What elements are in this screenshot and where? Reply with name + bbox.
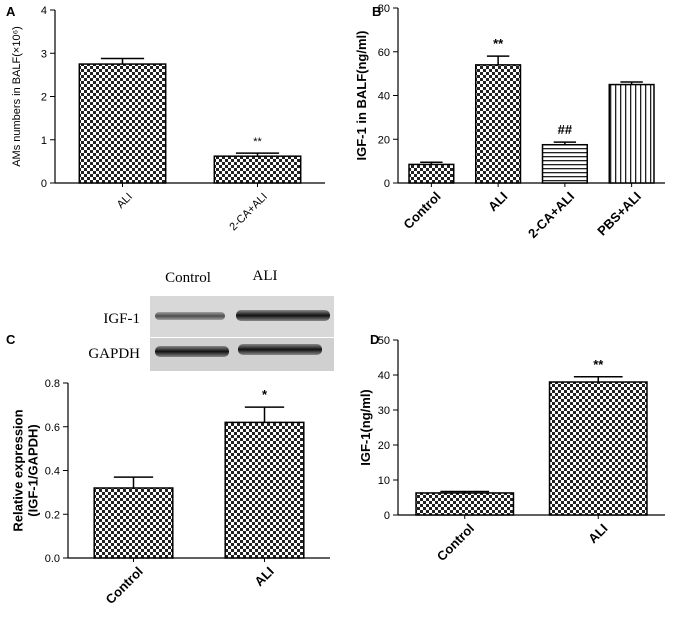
x-tick-label: PBS+ALI bbox=[594, 189, 644, 239]
error-bar bbox=[486, 55, 510, 65]
bar bbox=[213, 155, 302, 184]
panel-label: C bbox=[6, 332, 16, 347]
y-axis-label: Relative expression bbox=[11, 409, 26, 531]
y-tick-label: 2 bbox=[41, 92, 47, 104]
bar bbox=[415, 492, 515, 516]
blot-column-label: ALI bbox=[253, 268, 278, 284]
x-tick-label: Control bbox=[400, 189, 443, 232]
annotation: ** bbox=[253, 136, 262, 148]
x-tick-label: ALI bbox=[251, 564, 276, 589]
y-tick-label: 4 bbox=[41, 5, 47, 17]
x-tick-label: 2-CA+ALI bbox=[227, 191, 269, 233]
bar bbox=[608, 83, 655, 184]
y-tick-label: 0.4 bbox=[45, 466, 60, 478]
blot-band bbox=[155, 312, 225, 320]
error-bar bbox=[100, 57, 145, 65]
y-axis-label: IGF-1 in BALF(ng/ml) bbox=[354, 31, 369, 161]
x-tick-label: Control bbox=[434, 521, 477, 564]
y-axis-label: IGF-1(ng/ml) bbox=[358, 389, 373, 466]
y-tick-label: 0 bbox=[384, 178, 390, 190]
x-tick-label: ALI bbox=[485, 189, 510, 214]
y-tick-label: 0 bbox=[384, 510, 390, 522]
blot-band bbox=[238, 344, 322, 355]
y-tick-label: 20 bbox=[378, 134, 390, 146]
y-tick-label: 0.6 bbox=[45, 422, 60, 434]
panel-label: B bbox=[372, 4, 381, 19]
bar bbox=[408, 163, 455, 184]
annotation: ** bbox=[493, 36, 504, 51]
error-bar bbox=[420, 161, 443, 165]
error-bar bbox=[620, 81, 643, 85]
y-tick-label: 10 bbox=[378, 475, 390, 487]
y-tick-label: 40 bbox=[378, 91, 390, 103]
y-tick-label: 80 bbox=[378, 3, 390, 15]
annotation: * bbox=[262, 387, 268, 402]
y-tick-label: 60 bbox=[378, 47, 390, 59]
x-tick-label: ALI bbox=[115, 191, 135, 211]
bar bbox=[93, 487, 174, 559]
panel-label: D bbox=[370, 332, 379, 347]
bar bbox=[78, 63, 167, 184]
y-tick-label: 50 bbox=[378, 335, 390, 347]
error-bar bbox=[553, 141, 577, 145]
annotation: ** bbox=[593, 357, 604, 372]
annotation: ## bbox=[558, 122, 573, 137]
error-bar bbox=[573, 376, 623, 382]
panel-label: A bbox=[6, 4, 16, 19]
y-tick-label: 20 bbox=[378, 440, 390, 452]
blot-band bbox=[155, 346, 229, 357]
y-tick-label: 30 bbox=[378, 405, 390, 417]
y-tick-label: 0.2 bbox=[45, 509, 60, 521]
error-bar bbox=[440, 490, 490, 493]
error-bar bbox=[244, 406, 285, 423]
y-tick-label: 0 bbox=[41, 178, 47, 190]
blot-band bbox=[236, 310, 330, 321]
x-tick-label: 2-CA+ALI bbox=[525, 189, 577, 241]
bar bbox=[475, 64, 522, 184]
blot-column-label: Control bbox=[165, 270, 211, 286]
bar bbox=[224, 421, 305, 559]
y-tick-label: 3 bbox=[41, 48, 47, 60]
western-blot: Control ALI IGF-1 GAPDH bbox=[88, 268, 334, 371]
y-tick-label: 1 bbox=[41, 135, 47, 147]
x-tick-label: ALI bbox=[585, 521, 610, 546]
blot-row-label: IGF-1 bbox=[103, 311, 140, 327]
y-tick-label: 40 bbox=[378, 370, 390, 382]
error-bar bbox=[235, 152, 280, 157]
blot-row-label: GAPDH bbox=[88, 346, 140, 362]
y-tick-label: 0.0 bbox=[45, 553, 60, 565]
y-axis-label: AMs numbers in BALF(×10⁶) bbox=[11, 26, 23, 167]
error-bar bbox=[113, 476, 154, 488]
y-axis-label: (IGF-1/GAPDH) bbox=[26, 424, 41, 516]
bar bbox=[548, 381, 648, 516]
y-tick-label: 0.8 bbox=[45, 378, 60, 390]
bar bbox=[541, 143, 588, 184]
x-tick-label: Control bbox=[103, 564, 146, 607]
